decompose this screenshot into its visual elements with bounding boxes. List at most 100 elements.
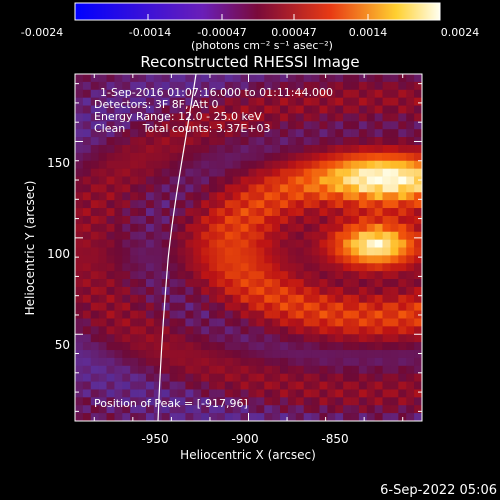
heatmap-cell [177, 255, 186, 264]
heatmap-cell [224, 239, 234, 248]
heatmap-cell [351, 200, 360, 209]
heatmap-cell [114, 81, 123, 91]
heatmap-cell [327, 397, 336, 406]
heatmap-cell [98, 184, 107, 193]
heatmap-cell [240, 184, 249, 193]
heatmap-cell [382, 365, 391, 374]
heatmap-cell [319, 89, 328, 98]
heatmap-cell [280, 405, 289, 414]
heatmap-cell [138, 215, 147, 225]
heatmap-cell [138, 97, 147, 106]
heatmap-cell [114, 326, 123, 335]
colorbar [74, 2, 441, 21]
heatmap-cell [232, 74, 241, 83]
heatmap-cell [382, 405, 391, 414]
heatmap-cell [366, 215, 375, 225]
heatmap-cell [153, 397, 163, 406]
heatmap-cell [114, 342, 123, 351]
heatmap-cell [232, 405, 241, 414]
heatmap-cell [240, 397, 249, 406]
heatmap-cell [406, 192, 415, 201]
heatmap-cell [272, 160, 281, 169]
heatmap-cell [374, 365, 383, 374]
heatmap-cell [122, 192, 131, 201]
heatmap-cell [138, 255, 147, 264]
heatmap-cell [335, 350, 344, 359]
heatmap-cell [201, 239, 210, 248]
heatmap-cell [343, 405, 352, 414]
heatmap-cell [280, 310, 289, 319]
heatmap-cell [311, 389, 320, 398]
heatmap-cell [390, 397, 399, 406]
heatmap-cell [185, 89, 194, 98]
heatmap-cell [106, 239, 115, 248]
heatmap-cell [414, 200, 422, 209]
heatmap-cell [335, 208, 344, 217]
heatmap-cell [374, 113, 383, 122]
heatmap-cell [240, 144, 249, 154]
heatmap-cell [145, 113, 155, 122]
heatmap-cell [98, 397, 107, 406]
heatmap-cell [406, 113, 415, 122]
heatmap-cell [264, 389, 273, 398]
heatmap-cell [185, 302, 194, 311]
heatmap-cell [177, 310, 186, 319]
heatmap-cell [366, 89, 375, 98]
heatmap-cell [311, 223, 320, 233]
heatmap-cell [358, 326, 368, 335]
heatmap-cell [248, 263, 257, 272]
heatmap-cell [82, 397, 92, 406]
heatmap-cell [406, 373, 415, 382]
heatmap-cell [75, 397, 84, 406]
heatmap-cell [366, 223, 375, 233]
heatmap-cell [224, 405, 234, 414]
heatmap-cell [280, 318, 289, 327]
heatmap-cell [90, 129, 99, 138]
heatmap-cell [106, 318, 115, 327]
heatmap-cell [75, 279, 84, 288]
heatmap-cell [272, 350, 281, 359]
heatmap-cell [240, 137, 249, 146]
heatmap-cell [264, 405, 273, 414]
heatmap-cell [169, 192, 178, 201]
heatmap-cell [343, 389, 352, 398]
heatmap-cell [256, 208, 265, 217]
heatmap-cell [272, 286, 281, 296]
heatmap-cell [209, 342, 218, 351]
heatmap-cell [414, 239, 422, 248]
heatmap-cell [193, 74, 202, 83]
heatmap-cell [177, 81, 186, 91]
heatmap-cell [185, 381, 194, 390]
heatmap-cell [256, 255, 265, 264]
heatmap-cell [303, 176, 312, 185]
heatmap-cell [216, 160, 226, 169]
heatmap-cell [240, 168, 249, 177]
heatmap-cell [106, 263, 115, 272]
heatmap-cell [138, 223, 147, 233]
heatmap-cell [75, 294, 84, 304]
heatmap-cell [366, 413, 375, 421]
heatmap-cell [319, 397, 328, 406]
heatmap-cell [406, 89, 415, 98]
heatmap-cell [343, 97, 352, 106]
heatmap-cell [98, 105, 107, 114]
heatmap-cell [161, 160, 170, 169]
heatmap-cell [161, 405, 170, 414]
heatmap-cell [366, 208, 375, 217]
heatmap-cell [366, 381, 375, 390]
heatmap-cell [272, 231, 281, 240]
heatmap-cell [114, 168, 123, 177]
heatmap-cell [82, 279, 92, 288]
heatmap-cell [209, 405, 218, 414]
heatmap-cell [382, 342, 391, 351]
heatmap-cell [122, 255, 131, 264]
heatmap-cell [303, 231, 312, 240]
heatmap-cell [390, 286, 399, 296]
heatmap-cell [169, 223, 178, 233]
heatmap-cell [106, 74, 115, 83]
heatmap-cell [209, 129, 218, 138]
heatmap-cell [414, 89, 422, 98]
heatmap-cell [82, 263, 92, 272]
heatmap-cell [319, 302, 328, 311]
heatmap-cell [406, 263, 415, 272]
